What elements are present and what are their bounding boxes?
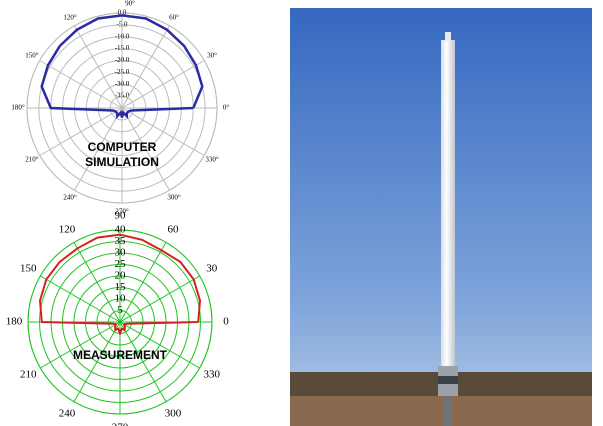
grid-spoke: [40, 321, 121, 369]
theta-tick-label: 180: [6, 316, 23, 328]
theta-tick-label: 300°: [167, 194, 181, 202]
theta-tick-label: 60: [168, 224, 180, 236]
theta-tick-label: 210°: [25, 156, 39, 164]
r-tick-label: 40: [115, 224, 127, 236]
theta-tick-label: 90°: [125, 0, 135, 8]
theta-tick-label: 120°: [63, 14, 77, 22]
grid-spoke: [119, 275, 200, 323]
pattern-line: [38, 233, 202, 337]
grid-spoke: [39, 60, 123, 109]
grid-spoke: [39, 107, 123, 156]
theta-tick-label: 150°: [25, 52, 39, 60]
grid-spoke: [74, 25, 123, 109]
annotation: MEASUREMENT: [73, 348, 168, 362]
theta-tick-label: 120: [59, 224, 76, 236]
grid-spoke: [121, 60, 205, 109]
theta-tick-label: 210: [20, 369, 37, 381]
theta-tick-label: 30: [206, 263, 218, 275]
grid-spoke: [121, 25, 170, 109]
theta-tick-label: 150: [20, 263, 37, 275]
theta-tick-label: 90: [115, 210, 127, 222]
grid-spoke: [74, 107, 123, 191]
grid-spoke: [40, 275, 121, 323]
grid-spoke: [121, 107, 170, 191]
photo: [290, 8, 592, 426]
annotation: SIMULATION: [85, 155, 159, 169]
theta-tick-label: 300: [165, 407, 182, 419]
theta-tick-label: 330°: [205, 156, 219, 164]
grid-spoke: [119, 242, 167, 323]
grid-spoke: [121, 107, 205, 156]
grid-spoke: [119, 321, 167, 402]
annotation: COMPUTER: [88, 140, 157, 154]
r-tick-label: 0.0: [118, 9, 127, 17]
grid-spoke: [73, 242, 121, 323]
theta-tick-label: 180°: [11, 104, 25, 112]
theta-tick-label: 240: [59, 407, 76, 419]
theta-tick-label: 270°: [115, 208, 129, 216]
theta-tick-label: 30°: [207, 52, 217, 60]
theta-tick-label: 0: [223, 316, 229, 328]
theta-tick-label: 0°: [223, 104, 230, 112]
pattern-line: [40, 14, 204, 120]
theta-tick-label: 330: [204, 369, 221, 381]
grid-spoke: [73, 321, 121, 402]
grid-spoke: [119, 321, 200, 369]
theta-tick-label: 270: [112, 422, 129, 426]
theta-tick-label: 240°: [63, 194, 77, 202]
theta-tick-label: 60°: [169, 14, 179, 22]
